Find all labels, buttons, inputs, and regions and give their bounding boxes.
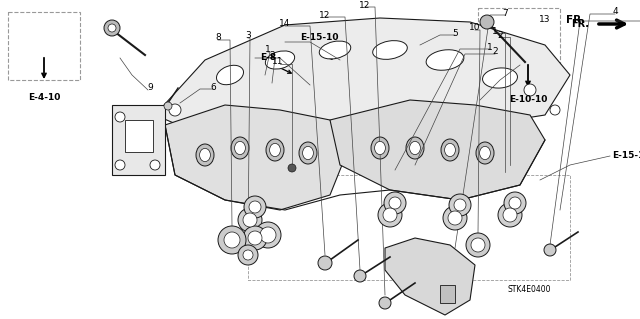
Text: 12: 12 bbox=[319, 11, 331, 19]
Text: E-8: E-8 bbox=[260, 54, 276, 63]
Circle shape bbox=[384, 192, 406, 214]
Circle shape bbox=[354, 270, 366, 282]
Circle shape bbox=[378, 203, 402, 227]
Text: 9: 9 bbox=[147, 83, 153, 92]
Text: 3: 3 bbox=[245, 32, 251, 41]
Circle shape bbox=[480, 15, 494, 29]
Circle shape bbox=[164, 102, 172, 110]
Circle shape bbox=[238, 208, 262, 232]
Polygon shape bbox=[165, 105, 350, 210]
Text: 2: 2 bbox=[492, 48, 498, 56]
Circle shape bbox=[318, 256, 332, 270]
Circle shape bbox=[544, 244, 556, 256]
Circle shape bbox=[383, 208, 397, 222]
Polygon shape bbox=[155, 18, 570, 130]
Circle shape bbox=[169, 104, 181, 116]
Circle shape bbox=[218, 226, 246, 254]
Circle shape bbox=[248, 231, 262, 245]
Circle shape bbox=[288, 164, 296, 172]
Circle shape bbox=[243, 213, 257, 227]
Circle shape bbox=[454, 199, 466, 211]
Ellipse shape bbox=[231, 137, 249, 159]
Circle shape bbox=[498, 203, 522, 227]
Text: E-10-10: E-10-10 bbox=[509, 95, 547, 105]
Bar bbox=[125, 120, 153, 152]
Circle shape bbox=[150, 160, 160, 170]
Text: 2: 2 bbox=[269, 51, 275, 61]
Circle shape bbox=[379, 297, 391, 309]
Text: 7: 7 bbox=[502, 9, 508, 18]
Circle shape bbox=[471, 238, 485, 252]
Circle shape bbox=[244, 196, 266, 218]
Text: FR.: FR. bbox=[566, 15, 585, 25]
Polygon shape bbox=[112, 105, 165, 175]
Text: FR.: FR. bbox=[571, 19, 589, 29]
Polygon shape bbox=[385, 238, 475, 315]
Circle shape bbox=[389, 197, 401, 209]
Text: 4: 4 bbox=[612, 8, 618, 17]
Ellipse shape bbox=[319, 41, 351, 59]
Text: 6: 6 bbox=[210, 83, 216, 92]
Text: 8: 8 bbox=[215, 33, 221, 42]
Text: 14: 14 bbox=[279, 19, 291, 28]
Circle shape bbox=[224, 232, 240, 248]
Ellipse shape bbox=[235, 141, 245, 155]
Text: 10: 10 bbox=[469, 24, 481, 33]
Ellipse shape bbox=[372, 41, 407, 59]
Circle shape bbox=[243, 250, 253, 260]
Circle shape bbox=[260, 227, 276, 243]
Circle shape bbox=[550, 105, 560, 115]
Ellipse shape bbox=[303, 146, 314, 160]
Bar bbox=[440, 285, 455, 303]
Text: 11: 11 bbox=[272, 57, 284, 66]
Circle shape bbox=[115, 112, 125, 122]
Circle shape bbox=[524, 84, 536, 96]
Text: E-4-10: E-4-10 bbox=[28, 93, 60, 101]
Circle shape bbox=[255, 222, 281, 248]
Circle shape bbox=[503, 208, 517, 222]
Ellipse shape bbox=[299, 142, 317, 164]
Text: 13: 13 bbox=[540, 16, 551, 25]
Circle shape bbox=[249, 201, 261, 213]
Ellipse shape bbox=[410, 141, 420, 155]
Circle shape bbox=[115, 160, 125, 170]
Circle shape bbox=[243, 226, 267, 250]
Circle shape bbox=[448, 211, 462, 225]
Ellipse shape bbox=[426, 50, 464, 70]
Ellipse shape bbox=[216, 65, 243, 85]
Ellipse shape bbox=[445, 144, 456, 157]
Ellipse shape bbox=[441, 139, 459, 161]
Ellipse shape bbox=[483, 68, 518, 88]
Circle shape bbox=[443, 206, 467, 230]
Ellipse shape bbox=[371, 137, 389, 159]
Text: 2: 2 bbox=[497, 31, 503, 40]
Circle shape bbox=[504, 192, 526, 214]
Circle shape bbox=[466, 233, 490, 257]
Circle shape bbox=[509, 197, 521, 209]
Text: 1: 1 bbox=[492, 26, 498, 35]
Text: 1: 1 bbox=[487, 42, 493, 51]
Text: E-15-10: E-15-10 bbox=[300, 33, 339, 41]
Bar bbox=[8, 12, 80, 80]
Ellipse shape bbox=[269, 144, 280, 157]
Ellipse shape bbox=[374, 141, 385, 155]
Ellipse shape bbox=[476, 142, 494, 164]
Polygon shape bbox=[330, 100, 545, 200]
Text: STK4E0400: STK4E0400 bbox=[508, 285, 552, 293]
Ellipse shape bbox=[266, 51, 294, 69]
Bar bbox=[478, 8, 560, 83]
Circle shape bbox=[449, 194, 471, 216]
Text: 1: 1 bbox=[265, 46, 271, 55]
Circle shape bbox=[108, 24, 116, 32]
Ellipse shape bbox=[406, 137, 424, 159]
Ellipse shape bbox=[196, 144, 214, 166]
Ellipse shape bbox=[200, 148, 211, 162]
Ellipse shape bbox=[479, 146, 490, 160]
Circle shape bbox=[238, 245, 258, 265]
Text: E-15-10: E-15-10 bbox=[612, 151, 640, 160]
Ellipse shape bbox=[266, 139, 284, 161]
Circle shape bbox=[104, 20, 120, 36]
Text: 12: 12 bbox=[359, 1, 371, 10]
Text: 5: 5 bbox=[452, 28, 458, 38]
